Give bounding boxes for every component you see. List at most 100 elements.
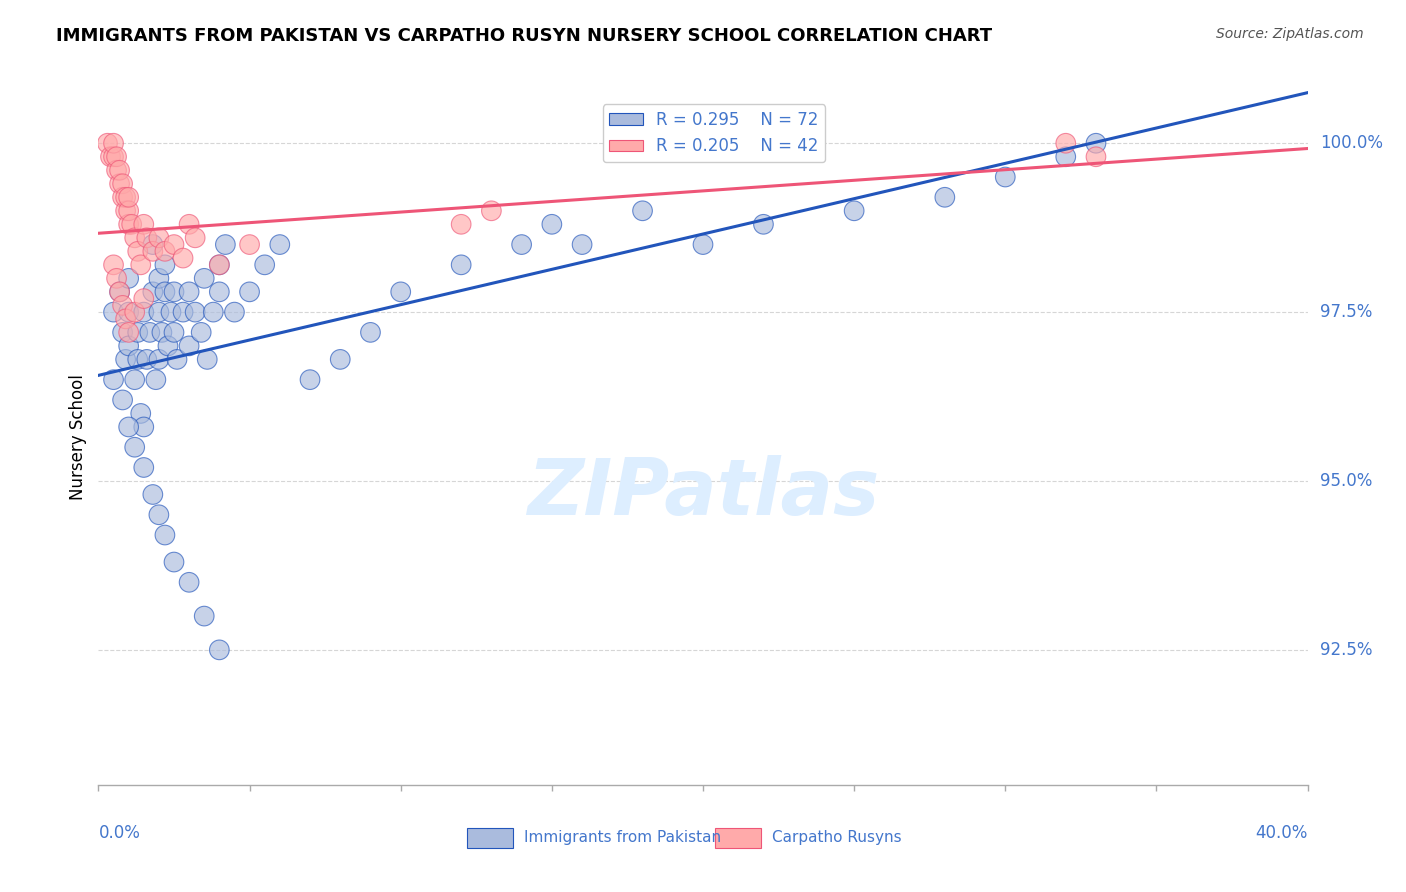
Text: Carpatho Rusyns: Carpatho Rusyns: [772, 830, 901, 845]
Point: [844, 203, 866, 218]
Point: [190, 326, 212, 340]
Point: [148, 508, 170, 522]
Point: [208, 258, 231, 272]
Point: [179, 339, 201, 353]
Point: [100, 150, 122, 164]
Point: [214, 237, 236, 252]
Point: [153, 258, 176, 272]
Point: [156, 339, 179, 353]
Point: [994, 169, 1017, 184]
Point: [124, 305, 146, 319]
Text: Immigrants from Pakistan: Immigrants from Pakistan: [524, 830, 721, 845]
Point: [129, 406, 152, 420]
Point: [253, 258, 276, 272]
Point: [132, 292, 155, 306]
Point: [111, 190, 134, 204]
Point: [179, 285, 201, 299]
Point: [103, 373, 125, 387]
Point: [111, 326, 134, 340]
Point: [132, 420, 155, 434]
Text: Source: ZipAtlas.com: Source: ZipAtlas.com: [1216, 27, 1364, 41]
Point: [118, 420, 141, 434]
Point: [135, 352, 157, 367]
Point: [142, 244, 165, 259]
Point: [631, 203, 654, 218]
Point: [510, 237, 533, 252]
Point: [193, 609, 215, 624]
Text: ZIPatlas: ZIPatlas: [527, 455, 879, 531]
Point: [1085, 136, 1108, 151]
Point: [150, 326, 173, 340]
Point: [135, 231, 157, 245]
Point: [571, 237, 593, 252]
Point: [118, 203, 141, 218]
Point: [118, 326, 141, 340]
Point: [105, 150, 128, 164]
Text: 92.5%: 92.5%: [1320, 640, 1372, 659]
Point: [127, 326, 149, 340]
Point: [145, 373, 167, 387]
Point: [148, 352, 170, 367]
Text: 40.0%: 40.0%: [1256, 824, 1308, 842]
Point: [153, 528, 176, 542]
Point: [132, 460, 155, 475]
Point: [208, 285, 231, 299]
Point: [129, 258, 152, 272]
Point: [118, 217, 141, 231]
Point: [148, 271, 170, 285]
Point: [114, 203, 136, 218]
Point: [269, 237, 291, 252]
Text: 97.5%: 97.5%: [1320, 303, 1372, 321]
Point: [148, 231, 170, 245]
Point: [105, 271, 128, 285]
Point: [1085, 150, 1108, 164]
Bar: [467, 828, 513, 847]
Point: [329, 352, 352, 367]
Point: [103, 305, 125, 319]
Point: [132, 217, 155, 231]
Point: [752, 217, 775, 231]
Point: [389, 285, 412, 299]
Point: [118, 271, 141, 285]
Point: [114, 311, 136, 326]
Text: 100.0%: 100.0%: [1320, 134, 1382, 153]
Point: [208, 258, 231, 272]
Point: [179, 575, 201, 590]
Point: [163, 285, 186, 299]
Point: [450, 258, 472, 272]
Bar: [716, 828, 761, 847]
Point: [224, 305, 246, 319]
Point: [103, 150, 125, 164]
Point: [127, 352, 149, 367]
Point: [105, 163, 128, 178]
Point: [163, 326, 186, 340]
Point: [179, 217, 201, 231]
Point: [121, 217, 143, 231]
Point: [160, 305, 183, 319]
Point: [239, 237, 262, 252]
Point: [108, 177, 131, 191]
Point: [142, 237, 165, 252]
Point: [103, 258, 125, 272]
Point: [692, 237, 714, 252]
Point: [118, 190, 141, 204]
Point: [148, 305, 170, 319]
Point: [239, 285, 262, 299]
Point: [172, 251, 194, 265]
Point: [153, 285, 176, 299]
Point: [111, 177, 134, 191]
Point: [166, 352, 188, 367]
Point: [142, 487, 165, 501]
Point: [360, 326, 382, 340]
Point: [114, 352, 136, 367]
Point: [124, 231, 146, 245]
Point: [163, 237, 186, 252]
Point: [118, 339, 141, 353]
Point: [184, 231, 207, 245]
Point: [111, 392, 134, 407]
Point: [450, 217, 472, 231]
Point: [481, 203, 503, 218]
Point: [193, 271, 215, 285]
Point: [172, 305, 194, 319]
Point: [114, 190, 136, 204]
